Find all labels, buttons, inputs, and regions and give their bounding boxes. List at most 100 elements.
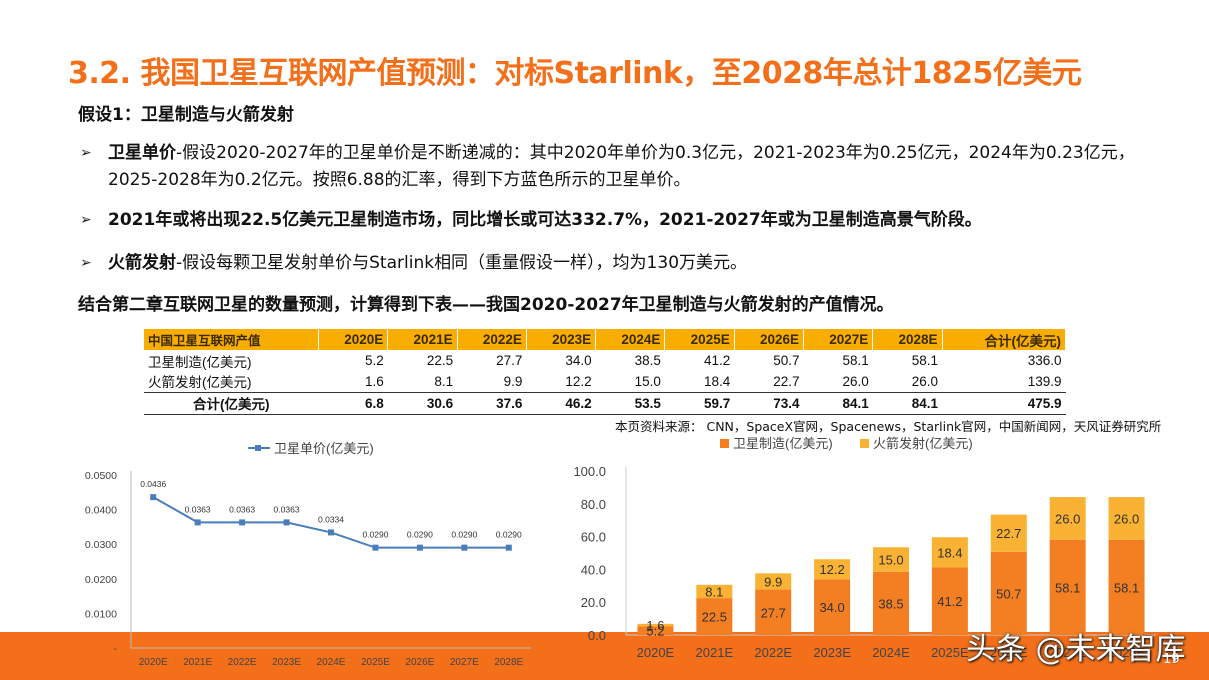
data-label: 0.0290 — [407, 530, 433, 540]
bar-segment — [1049, 539, 1086, 635]
legend-label: 卫星单价(亿美元) — [274, 441, 374, 456]
table-cell: 46.2 — [526, 391, 596, 415]
table-cell: 22.5 — [426, 353, 454, 368]
table-total-row: 合计(亿美元) 6.8 30.6 37.6 46.2 53.5 59.7 73.… — [144, 391, 1066, 415]
bullet-bold: 卫星单价 — [108, 143, 176, 163]
bullet-bold: 火箭发射 — [108, 253, 176, 273]
bullet-satellite-price: ➢ 卫星单价-假设2020-2027年的卫星单价是不断递减的：其中2020年单价… — [80, 140, 1180, 194]
table-header-cell: 2025E — [664, 329, 735, 350]
bullet-market: ➢ 2021年或将出现22.5亿美元卫星制造市场，同比增长或可达332.7%，2… — [80, 207, 1180, 234]
table-cell: 卫星制造(亿美元) — [148, 354, 252, 370]
table-header-cell: 2024E — [595, 329, 666, 350]
data-label: 0.0334 — [318, 514, 344, 524]
table-cell: 1.6 — [365, 373, 384, 389]
table-header-cell: 中国卫星互联网产值 — [144, 329, 320, 350]
bar-segment — [1108, 497, 1145, 540]
page-number: 19 — [1163, 652, 1180, 667]
y-tick-label: 0.0500 — [85, 470, 117, 482]
output-stacked-bar-chart: 卫星制造(亿美元) 火箭发射(亿美元) 100.0 80.0 60.0 40.0 20.0 0… — [573, 436, 1156, 660]
table-header-cell: 2023E — [526, 329, 597, 350]
table-row: 火箭发射(亿美元) 1.6 8.1 9.9 12.2 15.0 18.4 22.… — [144, 371, 1066, 392]
table-header-cell: 2021E — [387, 329, 458, 350]
x-tick-label: 2024E — [872, 645, 910, 660]
bar-value-label: 27.7 — [761, 605, 786, 620]
bar-value-label: 38.5 — [878, 596, 903, 611]
y-tick-label: 20.0 — [581, 595, 606, 610]
bar-segment — [1049, 497, 1086, 540]
table-cell: 26.0 — [842, 373, 869, 389]
bar-segment — [637, 623, 674, 627]
table-cell: 9.9 — [503, 373, 523, 389]
table-cell: 336.0 — [1027, 353, 1062, 368]
bar-value-label: 58.1 — [1055, 580, 1080, 595]
table-cell: 38.5 — [634, 353, 661, 368]
table-cell: 50.7 — [773, 353, 800, 368]
watermark: 头条 @未来智库 — [966, 632, 1186, 667]
bullet-bold: 2021年或将出现22.5亿美元卫星制造市场，同比增长或可达332.7%，202… — [108, 210, 982, 230]
table-header-cell: 2022E — [457, 329, 527, 350]
bar-segment — [637, 626, 674, 635]
bar-segment — [814, 579, 851, 635]
y-tick-label: 0.0300 — [85, 539, 117, 551]
x-tick-label: 2024E — [317, 657, 346, 668]
data-point — [239, 519, 246, 526]
legend-swatch — [720, 439, 729, 448]
table-cell: 18.4 — [703, 373, 731, 389]
table-cell: 26.0 — [911, 373, 939, 389]
data-label: 0.0363 — [229, 504, 255, 514]
table-cell: 5.2 — [365, 353, 384, 368]
bar-value-label: 26.0 — [1055, 511, 1080, 526]
table-cell: 8.1 — [434, 373, 454, 389]
bar-value-label: 9.9 — [764, 574, 782, 589]
table-cell: 475.9 — [942, 391, 1066, 415]
x-tick-label: 2027E — [1049, 645, 1087, 660]
y-tick-label: 0.0 — [588, 628, 606, 643]
x-tick-label: 2020E — [139, 657, 168, 668]
bar-value-label: 34.0 — [819, 600, 844, 615]
bar-segment — [990, 514, 1027, 552]
y-tick-label: 40.0 — [581, 562, 606, 577]
x-tick-label: 2026E — [405, 657, 434, 668]
table-cell: 37.6 — [457, 391, 527, 415]
bar-value-label: 26.0 — [1114, 511, 1139, 526]
data-label: 0.0290 — [496, 530, 522, 540]
y-tick-label: 0.0200 — [85, 574, 117, 586]
data-label: 0.0290 — [362, 530, 388, 540]
data-point — [283, 519, 290, 526]
y-tick-label: 0.0400 — [85, 505, 117, 517]
x-tick-label: 2022E — [754, 645, 792, 660]
bar-segment — [1108, 539, 1145, 635]
table-cell: 34.0 — [565, 353, 592, 368]
bar-value-label: 5.2 — [646, 624, 664, 639]
bar-segment — [696, 598, 733, 635]
x-tick-label: 2022E — [228, 657, 257, 668]
table-cell: 58.1 — [842, 353, 869, 368]
table-cell: 139.9 — [1027, 373, 1062, 389]
x-tick-label: 2028E — [494, 657, 523, 668]
table-cell: 火箭发射(亿美元) — [148, 375, 252, 391]
data-point — [461, 544, 468, 551]
bar-value-label: 1.6 — [646, 618, 664, 633]
table-cell: 59.7 — [664, 391, 735, 415]
bar-segment — [873, 571, 909, 635]
data-point — [372, 544, 379, 551]
bullet-rocket-launch: ➢ 火箭发射-假设每颗卫星发射单价与Starlink相同（重量假设一样），均为1… — [80, 250, 1180, 277]
bar-value-label: 8.1 — [705, 584, 723, 599]
y-tick-label: - — [114, 643, 118, 655]
bar-value-label: 41.2 — [937, 594, 962, 609]
table-cell: 73.4 — [734, 391, 804, 415]
table-header-cell: 2028E — [872, 329, 943, 350]
table-header-cell: 2027E — [803, 329, 874, 350]
table-cell: 12.2 — [565, 373, 592, 389]
bar-value-label: 50.7 — [996, 586, 1021, 601]
data-label: 0.0363 — [274, 504, 300, 514]
legend-swatch — [860, 439, 869, 448]
x-tick-label: 2025E — [931, 645, 969, 660]
y-tick-label: 100.0 — [573, 464, 606, 479]
bar-value-label: 58.1 — [1114, 580, 1139, 595]
data-point — [194, 519, 201, 526]
table-cell: 6.8 — [318, 391, 388, 415]
data-point — [505, 544, 512, 551]
table-cell: 84.1 — [803, 391, 873, 415]
x-tick-label: 2027E — [450, 657, 479, 668]
